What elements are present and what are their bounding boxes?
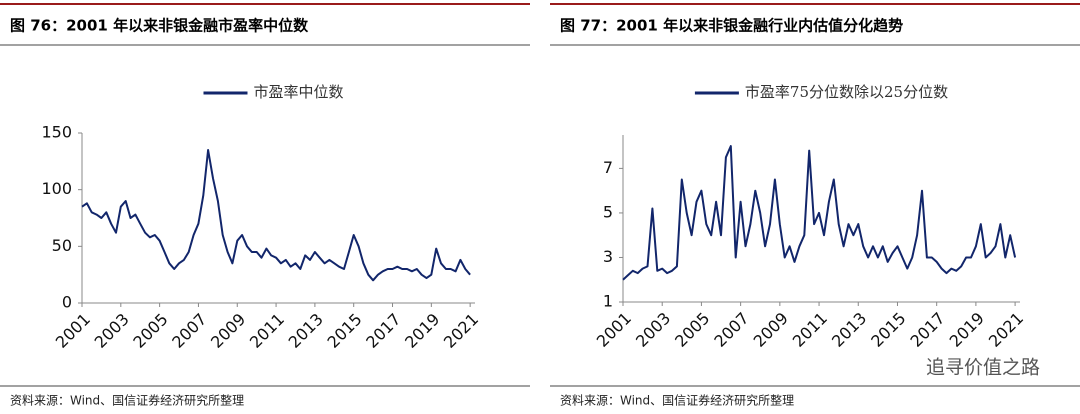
- x-tick-label: 2011: [789, 309, 831, 351]
- x-tick-label: 2013: [828, 309, 870, 351]
- x-tick-label: 2021: [440, 310, 482, 352]
- x-tick-label: 2019: [946, 309, 988, 351]
- chart-title: 图 76：2001 年以来非银金融市盈率中位数: [10, 17, 309, 35]
- x-tick-label: 2007: [710, 309, 752, 351]
- x-tick-label: 2005: [671, 309, 713, 351]
- x-tick-label: 2011: [246, 310, 288, 352]
- x-tick-label: 2015: [323, 310, 365, 352]
- source: 资料来源：Wind、国信证券经济研究所整理: [560, 393, 794, 408]
- y-tick-label: 50: [52, 236, 72, 255]
- chart-title: 图 77：2001 年以来非银金融行业内估值分化趋势: [560, 17, 903, 35]
- y-tick-label: 100: [41, 179, 72, 198]
- x-tick-label: 2013: [285, 310, 327, 352]
- y-tick-label: 0: [62, 293, 72, 312]
- x-tick-label: 2021: [985, 309, 1027, 351]
- x-tick-label: 2003: [91, 310, 133, 352]
- source: 资料来源：Wind、国信证券经济研究所整理: [10, 393, 244, 408]
- x-tick-label: 2001: [593, 309, 635, 351]
- x-tick-label: 2009: [207, 310, 249, 352]
- y-tick-label: 7: [603, 158, 613, 177]
- x-tick-label: 2009: [750, 309, 792, 351]
- y-tick-label: 3: [603, 247, 613, 266]
- x-tick-label: 2001: [52, 310, 94, 352]
- y-tick-label: 150: [41, 123, 72, 142]
- x-tick-label: 2019: [401, 310, 443, 352]
- x-tick-label: 2017: [906, 309, 948, 351]
- legend-label: 市盈率75分位数除以25分位数: [745, 83, 948, 101]
- line: [622, 145, 1017, 281]
- x-tick-label: 2007: [168, 310, 210, 352]
- x-tick-label: 2005: [129, 310, 171, 352]
- legend-label: 市盈率中位数: [253, 83, 343, 101]
- x-tick-label: 2003: [632, 309, 674, 351]
- watermark: 追寻价值之路: [926, 357, 1040, 379]
- x-tick-label: 2017: [362, 310, 404, 352]
- line: [81, 149, 471, 282]
- y-tick-label: 1: [603, 292, 613, 311]
- y-tick-label: 5: [603, 202, 613, 221]
- x-tick-label: 2015: [867, 309, 909, 351]
